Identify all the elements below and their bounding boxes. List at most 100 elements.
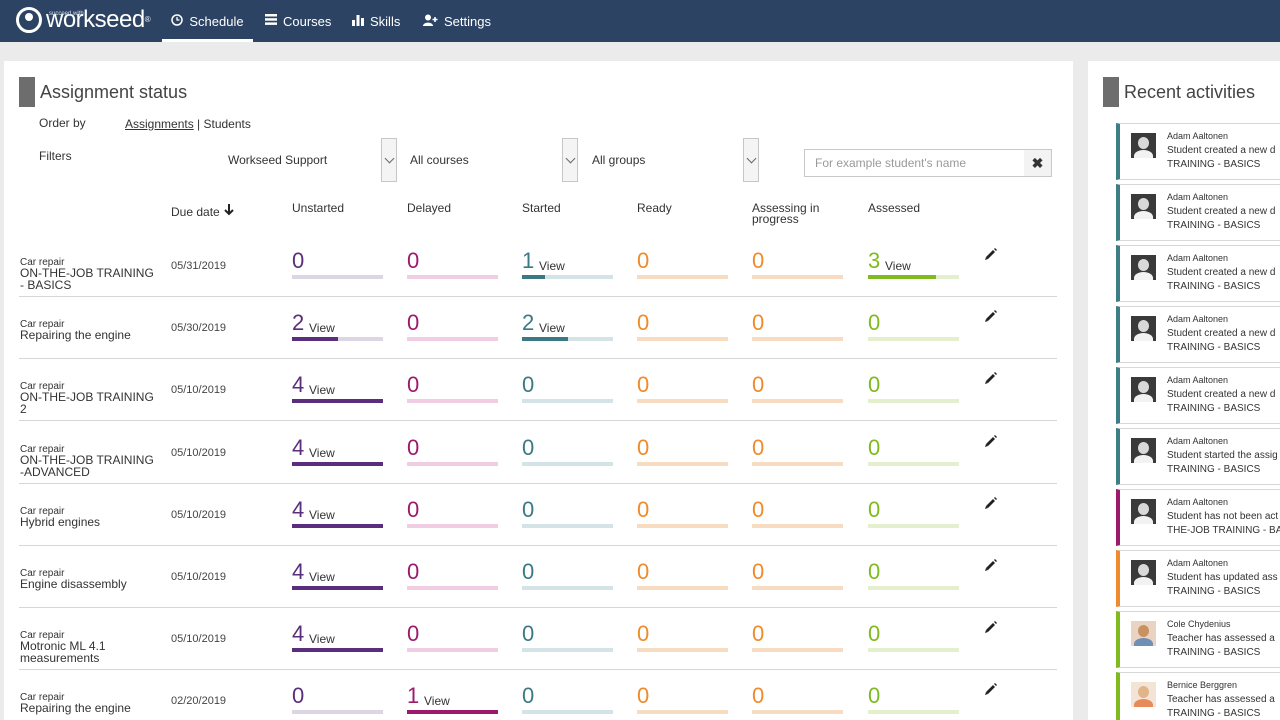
chevron-down-icon[interactable]: [562, 138, 578, 182]
status-cell-assessing: 0: [752, 248, 843, 288]
status-progress-fill: [292, 648, 383, 653]
activity-user-name: Adam Aaltonen: [1167, 497, 1229, 507]
status-progress-bar: [752, 648, 843, 653]
groups-select[interactable]: All groups: [592, 138, 759, 182]
pencil-icon[interactable]: [984, 372, 998, 386]
view-link[interactable]: View: [885, 259, 911, 273]
activity-card[interactable]: Adam Aaltonen Student started the assig TR…: [1116, 428, 1280, 485]
nav-skills[interactable]: Skills: [352, 0, 400, 42]
status-count: 4: [292, 372, 305, 398]
activity-card[interactable]: Adam Aaltonen Student has updated ass TRAI…: [1116, 550, 1280, 607]
status-count: 0: [868, 683, 881, 709]
activity-card[interactable]: Adam Aaltonen Student created a new d TRAI…: [1116, 245, 1280, 302]
view-link[interactable]: View: [424, 694, 450, 709]
view-link[interactable]: View: [309, 383, 335, 398]
nav-settings[interactable]: Settings: [423, 0, 491, 42]
status-count: 1: [522, 248, 535, 273]
pencil-icon[interactable]: [984, 310, 998, 324]
workseed-logo[interactable]: succeed with workseed®: [16, 7, 151, 33]
view-link[interactable]: View: [309, 321, 335, 336]
status-count: 0: [637, 559, 650, 584]
nav-courses[interactable]: Courses: [265, 0, 331, 42]
activity-card[interactable]: Adam Aaltonen Student created a new d TRAI…: [1116, 184, 1280, 241]
status-cell-assessing: 0: [752, 559, 843, 599]
student-search-input[interactable]: [805, 150, 1024, 176]
courses-select[interactable]: All courses: [410, 138, 578, 182]
status-count: 0: [407, 434, 420, 460]
column-ready: Ready: [637, 201, 672, 215]
status-progress-bar: [407, 648, 498, 653]
activity-card[interactable]: Bernice Berggren Teacher has assessed a TR…: [1116, 672, 1280, 720]
pencil-icon[interactable]: [984, 434, 998, 449]
user-plus-icon: [423, 14, 438, 29]
pencil-icon[interactable]: [984, 621, 998, 635]
course-name-link[interactable]: Repairing the engine: [20, 328, 131, 343]
course-name-link[interactable]: ON-THE-JOB TRAINING 2: [20, 390, 154, 417]
activity-description: Student has updated ass: [1167, 572, 1278, 583]
course-category: Car repair: [20, 505, 65, 517]
status-progress-fill: [292, 399, 383, 404]
view-link[interactable]: View: [539, 259, 565, 273]
column-due-date-label: Due date: [171, 205, 220, 219]
course-name-link[interactable]: Repairing the engine: [20, 701, 131, 716]
order-by-options: Assignments | Students: [125, 117, 251, 131]
column-due-date[interactable]: Due date: [171, 204, 234, 218]
status-count: 4: [292, 434, 305, 460]
nav-schedule-label: Schedule: [189, 13, 244, 29]
status-progress-fill: [522, 275, 545, 279]
pencil-icon[interactable]: [984, 559, 998, 573]
view-link[interactable]: View: [309, 507, 335, 522]
course-name-link[interactable]: ON-THE-JOB TRAINING -ADVANCED: [20, 452, 154, 479]
course-name-link[interactable]: ON-THE-JOB TRAINING - BASICS: [20, 266, 154, 292]
view-link[interactable]: View: [539, 321, 565, 336]
activity-description: Student started the assig: [1167, 450, 1278, 461]
course-name-link[interactable]: Engine disassembly: [20, 577, 127, 591]
activity-card[interactable]: Adam Aaltonen Student created a new d TRAI…: [1116, 367, 1280, 424]
status-progress-bar: [522, 648, 613, 653]
activity-user-name: Bernice Berggren: [1167, 680, 1238, 690]
status-count: 0: [868, 434, 881, 460]
activity-card[interactable]: Adam Aaltonen Student created a new d TRAI…: [1116, 306, 1280, 363]
view-link[interactable]: View: [309, 632, 335, 647]
activity-course: TRAINING - BASICS: [1167, 586, 1261, 597]
status-cell-unstarted: 0: [292, 248, 383, 288]
activity-user-name: Adam Aaltonen: [1167, 131, 1229, 141]
activity-card[interactable]: Cole Chydenius Teacher has assessed a TRAI…: [1116, 611, 1280, 668]
column-delayed: Delayed: [407, 201, 452, 215]
status-count: 0: [407, 248, 420, 273]
view-link[interactable]: View: [309, 570, 335, 584]
activity-description: Teacher has assessed a: [1167, 633, 1275, 644]
pencil-icon[interactable]: [984, 683, 998, 697]
nav-schedule[interactable]: Schedule: [162, 0, 253, 42]
close-icon: ✖: [1031, 154, 1044, 171]
activity-card[interactable]: Adam Aaltonen Student has not been act THE…: [1116, 489, 1280, 546]
status-progress-bar: [868, 461, 959, 466]
status-count: 0: [407, 559, 420, 584]
status-progress-bar: [752, 337, 843, 342]
pencil-icon[interactable]: [984, 496, 998, 511]
course-category: Car repair: [20, 381, 65, 393]
status-cell-assessed: 0: [868, 683, 959, 720]
list-icon: [265, 14, 277, 28]
status-progress-bar: [637, 275, 728, 279]
due-date: 05/31/2019: [171, 260, 227, 272]
order-by-label: Order by: [39, 116, 86, 130]
order-by-students-link[interactable]: Students: [203, 117, 251, 131]
order-by-assignments-link[interactable]: Assignments: [125, 117, 194, 131]
course-name-link[interactable]: Hybrid engines: [20, 514, 101, 529]
status-progress-bar: [407, 461, 498, 466]
status-progress-bar: [752, 275, 843, 279]
status-cell-assessing: 0: [752, 497, 843, 537]
organization-select[interactable]: Workseed Support: [228, 138, 397, 182]
pencil-icon[interactable]: [984, 248, 998, 262]
clear-search-button[interactable]: ✖: [1024, 149, 1052, 177]
course-name-link[interactable]: Motronic ML 4.1 measurements: [20, 639, 106, 666]
chevron-down-icon[interactable]: [381, 138, 397, 182]
avatar: [1131, 194, 1156, 219]
course-category: Car repair: [20, 257, 65, 268]
recent-activities-header: Recent activities: [1103, 77, 1255, 107]
chevron-down-icon[interactable]: [743, 138, 759, 182]
activity-card[interactable]: Adam Aaltonen Student created a new d TRAI…: [1116, 123, 1280, 180]
due-date: 05/10/2019: [171, 508, 227, 521]
view-link[interactable]: View: [309, 445, 335, 460]
